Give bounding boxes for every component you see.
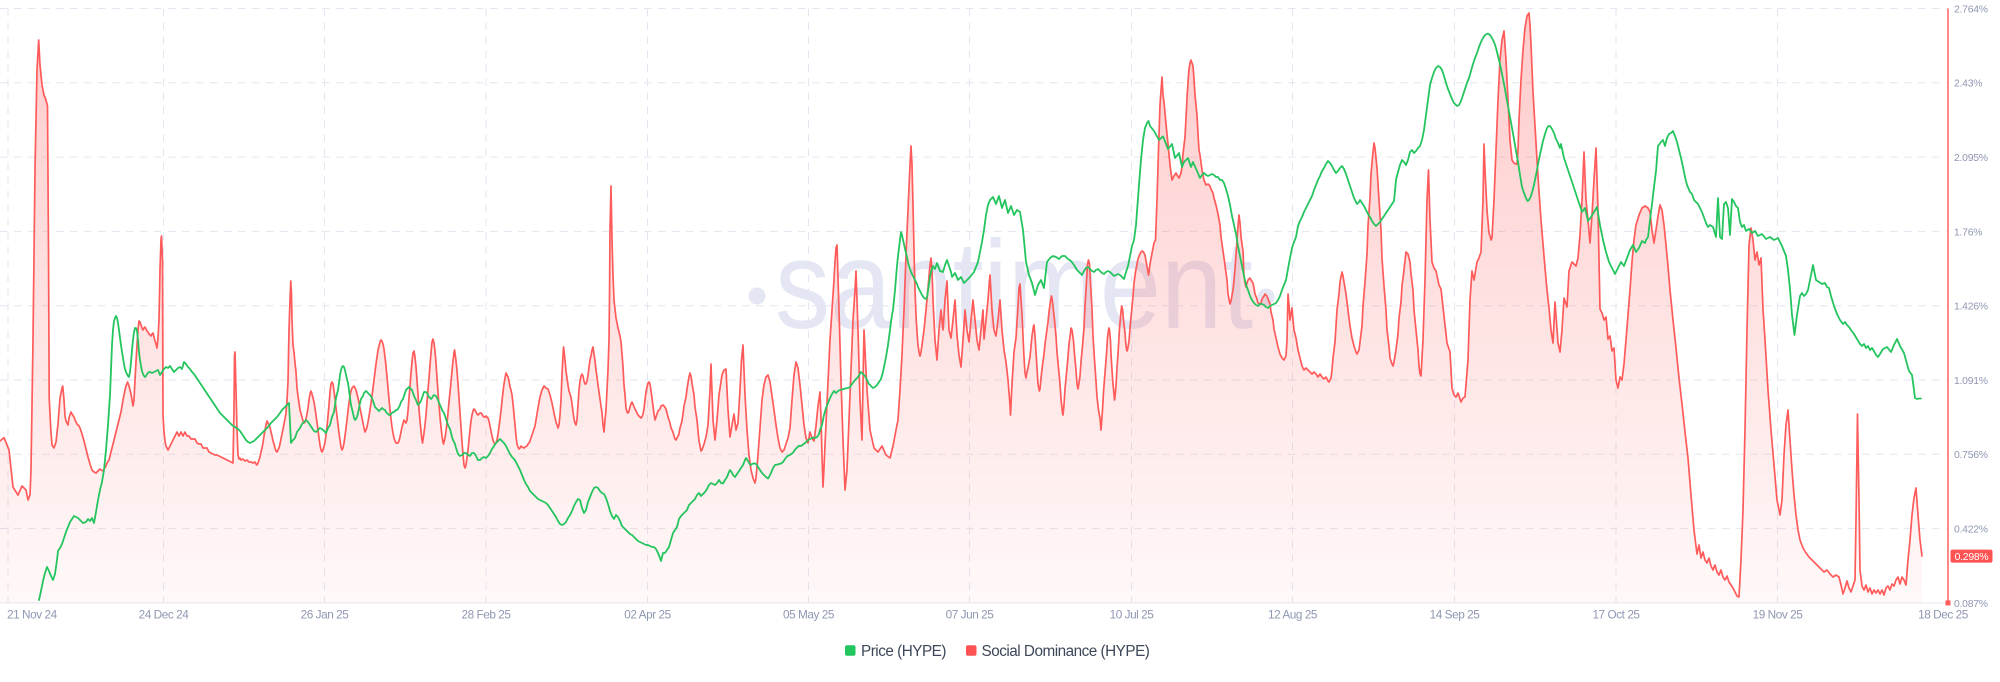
svg-text:Price (HYPE): Price (HYPE): [861, 643, 946, 660]
svg-text:02 Apr 25: 02 Apr 25: [624, 607, 671, 621]
svg-text:2.764%: 2.764%: [1954, 4, 1988, 15]
svg-text:24 Dec 24: 24 Dec 24: [139, 607, 190, 621]
svg-text:28 Feb 25: 28 Feb 25: [461, 607, 511, 621]
svg-text:0.756%: 0.756%: [1954, 450, 1988, 461]
svg-text:07 Jun 25: 07 Jun 25: [946, 607, 995, 621]
svg-text:05 May 25: 05 May 25: [783, 607, 835, 621]
svg-text:14 Sep 25: 14 Sep 25: [1430, 607, 1481, 621]
svg-text:1.426%: 1.426%: [1954, 302, 1988, 313]
svg-text:19 Nov 25: 19 Nov 25: [1753, 607, 1804, 621]
svg-text:Social Dominance (HYPE): Social Dominance (HYPE): [982, 643, 1150, 660]
svg-text:12 Aug 25: 12 Aug 25: [1268, 607, 1318, 621]
svg-text:17 Oct 25: 17 Oct 25: [1592, 607, 1640, 621]
svg-text:0.087%: 0.087%: [1954, 599, 1988, 610]
svg-text:26 Jan 25: 26 Jan 25: [301, 607, 350, 621]
svg-text:0.422%: 0.422%: [1954, 525, 1988, 536]
svg-text:1.091%: 1.091%: [1954, 376, 1988, 387]
svg-text:18 Dec 25: 18 Dec 25: [1918, 607, 1969, 621]
svg-text:2.43%: 2.43%: [1954, 79, 1982, 90]
svg-text:0.298%: 0.298%: [1955, 552, 1989, 563]
svg-text:1.76%: 1.76%: [1954, 227, 1982, 238]
svg-text:21 Nov 24: 21 Nov 24: [7, 607, 58, 621]
svg-text:10 Jul 25: 10 Jul 25: [1110, 607, 1155, 621]
svg-text:2.095%: 2.095%: [1954, 153, 1988, 164]
